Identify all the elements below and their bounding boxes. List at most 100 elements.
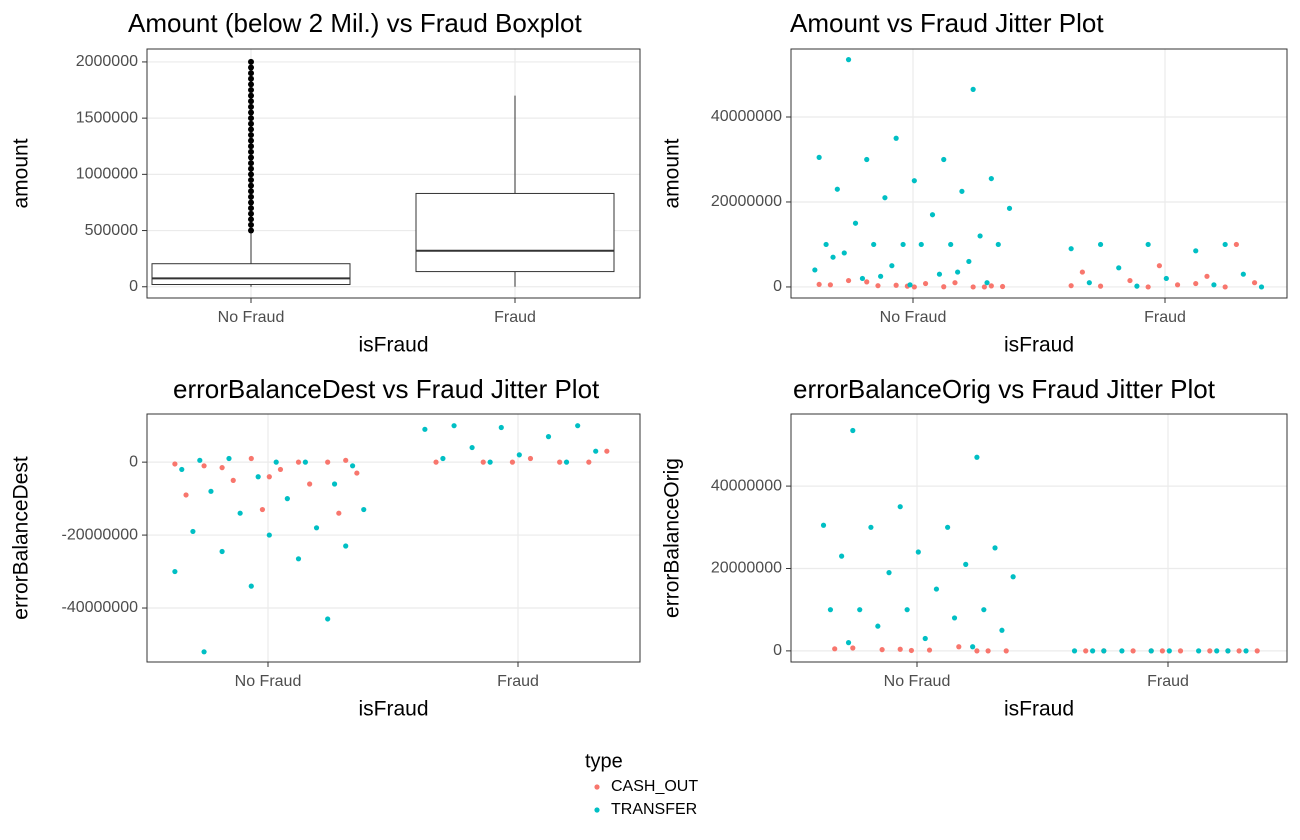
point <box>527 455 534 462</box>
x-tick-label: Fraud <box>1147 673 1189 690</box>
point <box>988 283 994 289</box>
point <box>841 250 847 256</box>
y-axis-title: amount <box>661 138 684 208</box>
chart-title: Amount vs Fraud Jitter Plot <box>790 8 1104 38</box>
point <box>604 448 610 454</box>
outlier <box>248 64 254 71</box>
chart-title: errorBalanceDest vs Fraud Jitter Plot <box>173 374 600 404</box>
outlier <box>248 216 254 223</box>
outlier <box>248 143 254 150</box>
point <box>266 532 272 538</box>
point <box>966 258 972 265</box>
legend-label: CASH_OUT <box>611 778 698 795</box>
point <box>857 607 863 613</box>
outlier <box>248 75 254 82</box>
point <box>307 481 313 487</box>
point <box>563 459 570 465</box>
y-tick-label: 0 <box>773 642 782 659</box>
point <box>1159 648 1166 654</box>
point <box>1127 277 1133 284</box>
point <box>1097 283 1104 289</box>
point <box>295 556 302 562</box>
y-tick-label: 0 <box>129 453 138 470</box>
point <box>313 525 320 531</box>
x-tick-label: No Fraud <box>218 309 285 326</box>
outlier <box>248 120 254 127</box>
point <box>422 426 428 432</box>
point <box>845 57 852 63</box>
outlier <box>248 103 254 110</box>
outlier <box>248 148 254 155</box>
point <box>823 241 829 248</box>
point <box>977 233 983 239</box>
y-tick-label: 40000000 <box>711 108 782 125</box>
x-tick-label: Fraud <box>497 673 539 690</box>
point <box>487 459 493 465</box>
point <box>816 281 822 288</box>
point <box>336 510 342 516</box>
point <box>266 474 272 480</box>
point <box>816 154 822 160</box>
point <box>1156 263 1162 269</box>
outlier <box>248 165 254 172</box>
point <box>922 635 928 642</box>
y-tick-label: 0 <box>129 278 138 295</box>
outlier <box>248 109 254 116</box>
point <box>974 454 980 460</box>
point <box>509 459 516 465</box>
panel-border <box>790 48 1288 299</box>
point <box>1068 283 1074 289</box>
point <box>1251 280 1258 286</box>
y-tick-label: 1500000 <box>76 109 138 126</box>
point <box>451 423 457 429</box>
point <box>1003 648 1009 654</box>
point <box>864 156 870 163</box>
outlier <box>248 205 254 212</box>
legend-title: type <box>585 750 623 772</box>
point <box>875 283 881 289</box>
point <box>933 586 940 592</box>
x-axis-title: isFraud <box>358 334 428 357</box>
outlier <box>248 81 254 88</box>
point <box>850 645 856 651</box>
point <box>845 277 852 284</box>
point <box>440 455 446 462</box>
point <box>197 457 203 463</box>
point <box>248 583 254 589</box>
point <box>850 427 856 434</box>
x-axis-title: isFraud <box>1004 334 1074 357</box>
point <box>945 524 951 530</box>
point <box>834 186 840 192</box>
legend-key <box>594 807 600 813</box>
point <box>343 543 349 549</box>
point <box>248 455 254 462</box>
outlier <box>248 199 254 206</box>
point <box>1211 282 1217 288</box>
point <box>1196 648 1202 654</box>
point <box>900 241 906 248</box>
panel-border <box>790 413 1288 663</box>
point <box>237 510 243 516</box>
point <box>911 284 917 290</box>
panel-border <box>146 48 641 299</box>
point <box>1254 648 1260 654</box>
point <box>1236 648 1242 654</box>
point <box>852 220 859 226</box>
point <box>273 459 279 465</box>
point <box>1101 648 1107 654</box>
outlier <box>248 126 254 133</box>
outlier <box>248 137 254 144</box>
point <box>361 506 367 513</box>
point <box>936 271 943 277</box>
point <box>878 273 884 279</box>
point <box>183 492 189 498</box>
point <box>999 283 1006 290</box>
point <box>1222 241 1228 248</box>
point <box>575 423 581 429</box>
point <box>1068 246 1074 252</box>
point <box>893 135 899 141</box>
x-axis-title: isFraud <box>1004 698 1074 721</box>
point <box>985 648 991 654</box>
point <box>1148 648 1154 654</box>
x-tick-label: Fraud <box>494 309 536 326</box>
